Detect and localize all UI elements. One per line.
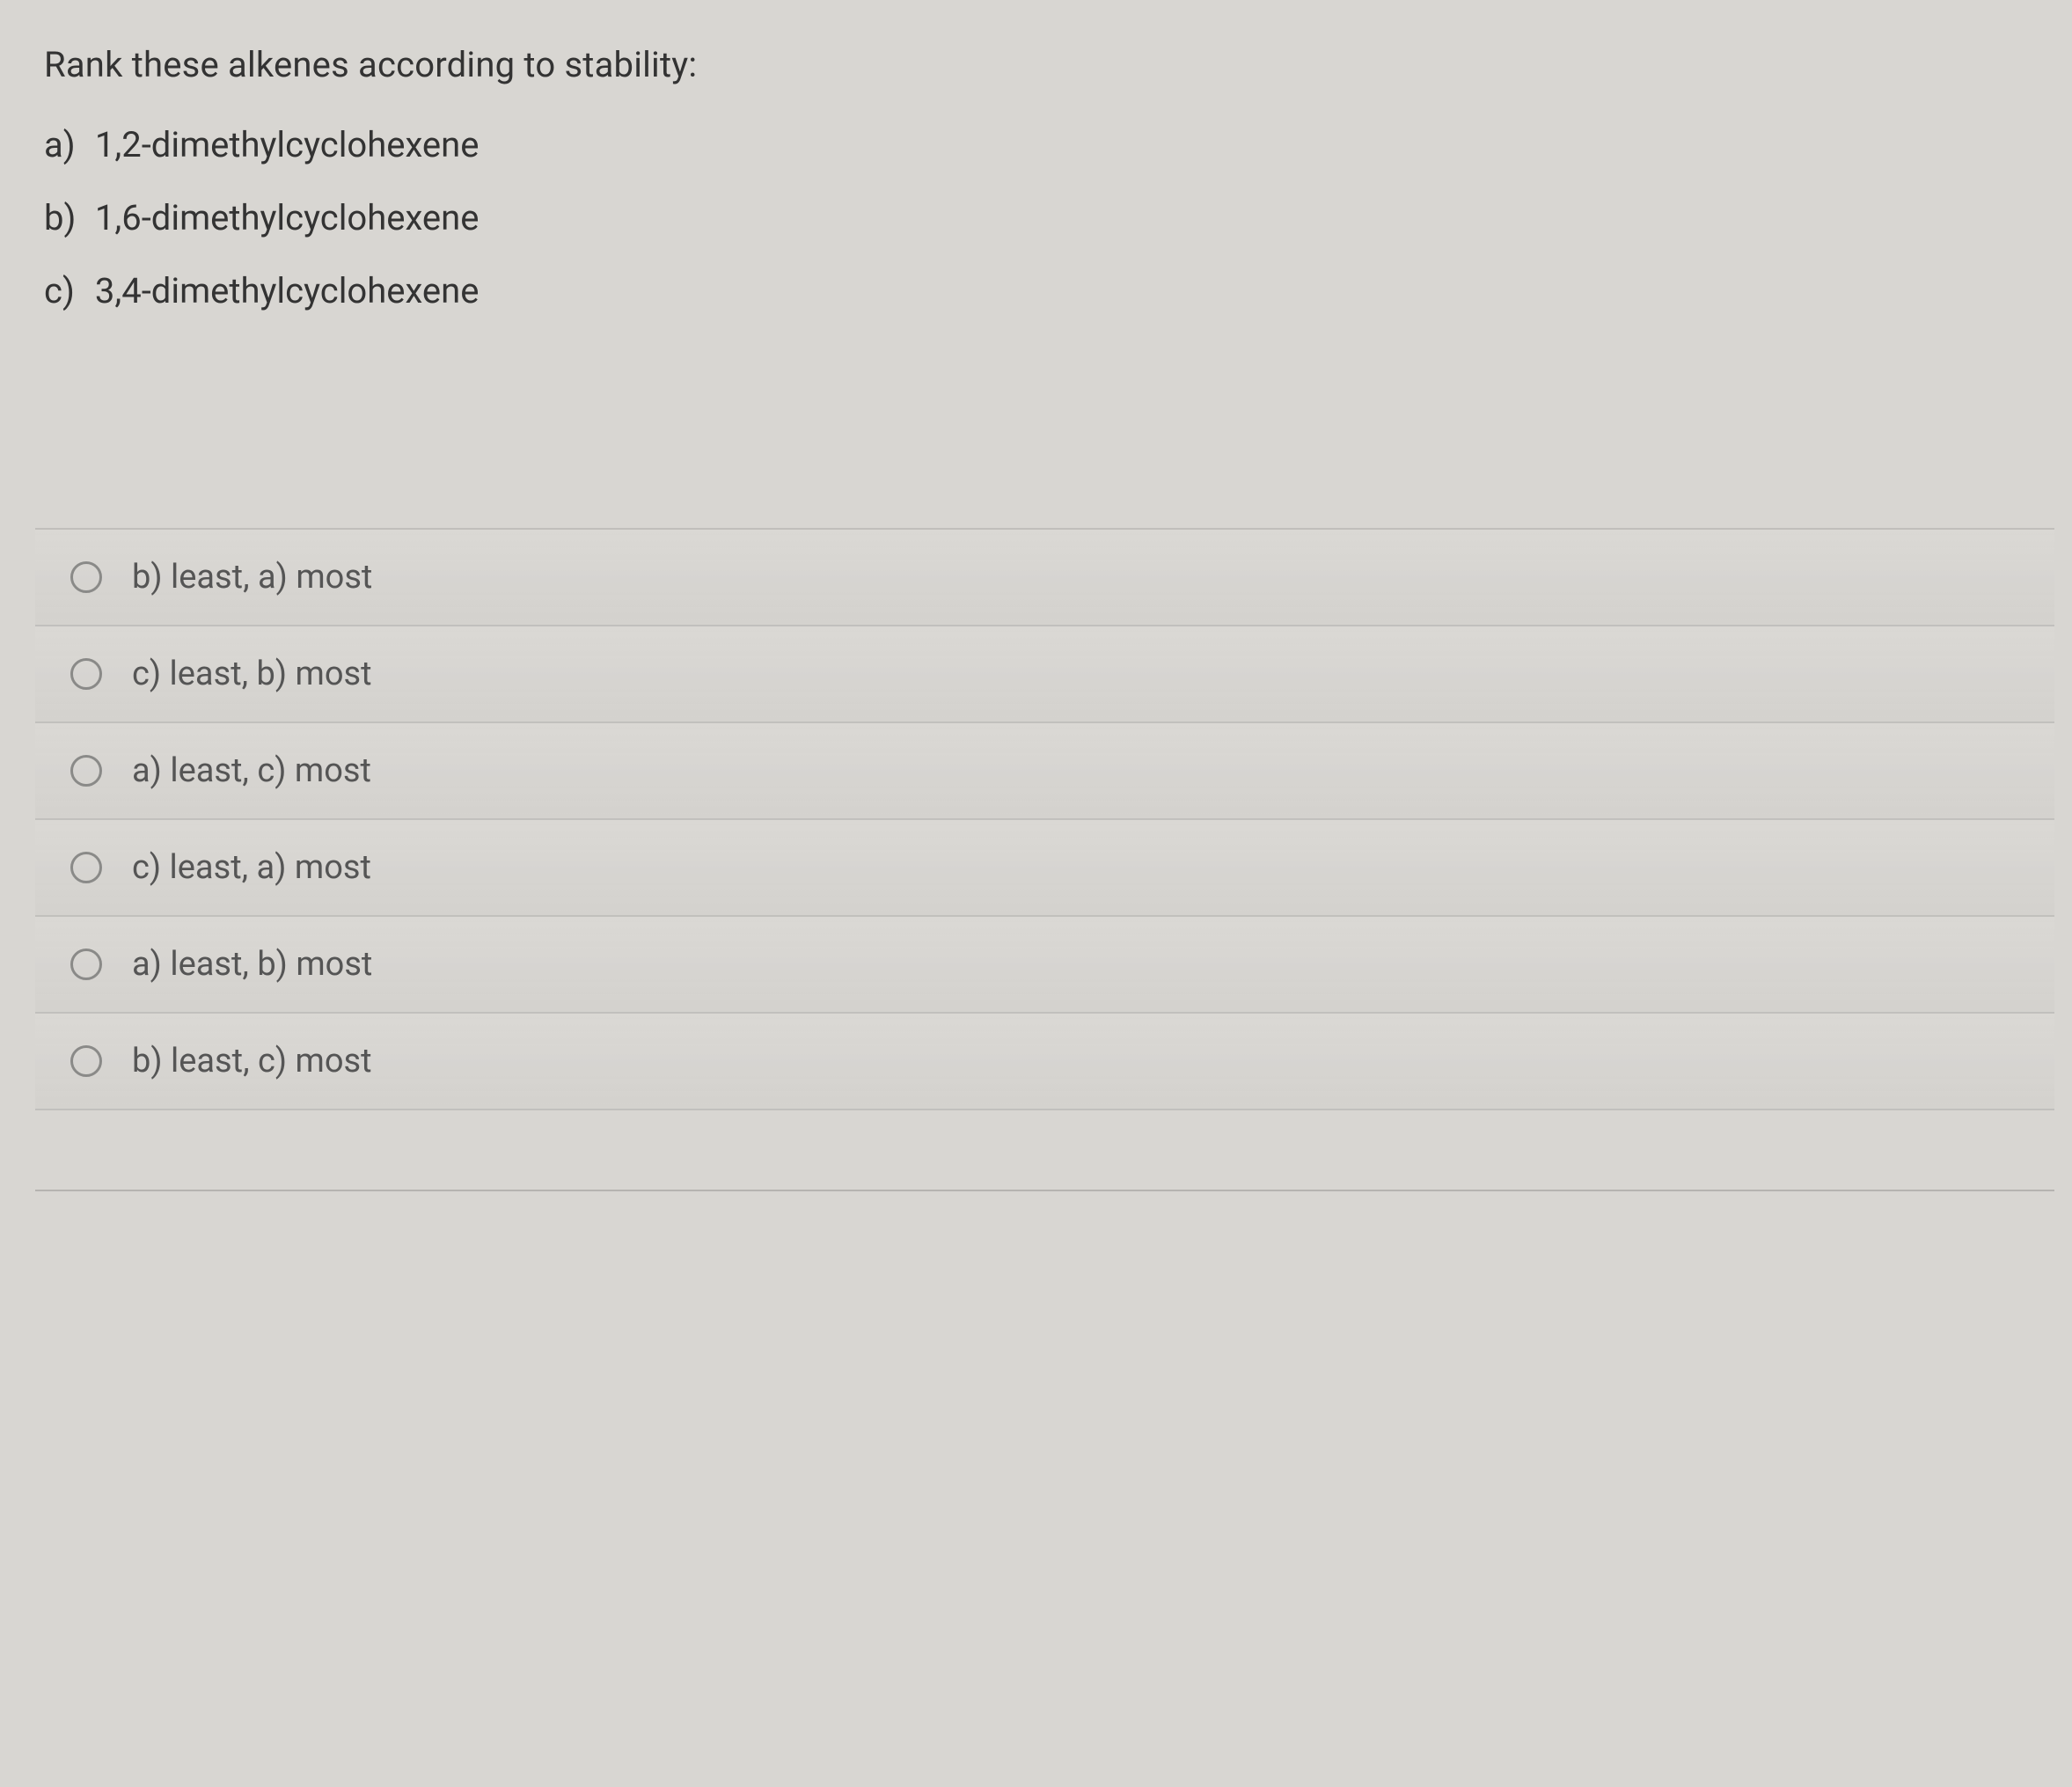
answer-label: c) least, a) most: [132, 848, 371, 887]
bottom-divider: [35, 1190, 2054, 1191]
radio-icon[interactable]: [70, 658, 102, 690]
answer-option[interactable]: b) least, a) most: [35, 530, 2054, 626]
compound-item: a) 1,2-dimethylcyclohexene: [44, 124, 2046, 165]
radio-icon[interactable]: [70, 852, 102, 883]
item-marker: c): [44, 270, 86, 311]
answer-option[interactable]: a) least, b) most: [35, 917, 2054, 1014]
answer-label: c) least, b) most: [132, 655, 372, 693]
radio-icon[interactable]: [70, 1045, 102, 1077]
item-text: 3,4-dimethylcyclohexene: [95, 270, 480, 311]
item-marker: a): [44, 124, 86, 165]
answer-options: b) least, a) most c) least, b) most a) l…: [35, 528, 2054, 1110]
item-text: 1,2-dimethylcyclohexene: [95, 124, 480, 165]
answer-label: b) least, c) most: [132, 1042, 372, 1080]
answer-label: a) least, c) most: [132, 751, 371, 790]
quiz-page: Rank these alkenes according to stabilit…: [0, 0, 2072, 1787]
answer-option[interactable]: b) least, c) most: [35, 1014, 2054, 1110]
answer-label: a) least, b) most: [132, 945, 372, 984]
item-text: 1,6-dimethylcyclohexene: [95, 197, 480, 238]
question-block: Rank these alkenes according to stabilit…: [35, 0, 2054, 352]
radio-icon[interactable]: [70, 948, 102, 980]
answer-option[interactable]: c) least, a) most: [35, 820, 2054, 917]
question-prompt: Rank these alkenes according to stabilit…: [44, 44, 2046, 85]
answer-option[interactable]: c) least, b) most: [35, 626, 2054, 723]
compound-list: a) 1,2-dimethylcyclohexene b) 1,6-dimeth…: [44, 124, 2046, 311]
radio-icon[interactable]: [70, 755, 102, 787]
answer-label: b) least, a) most: [132, 558, 372, 597]
compound-item: c) 3,4-dimethylcyclohexene: [44, 270, 2046, 311]
radio-icon[interactable]: [70, 561, 102, 593]
compound-item: b) 1,6-dimethylcyclohexene: [44, 197, 2046, 238]
item-marker: b): [44, 197, 86, 238]
answer-option[interactable]: a) least, c) most: [35, 723, 2054, 820]
